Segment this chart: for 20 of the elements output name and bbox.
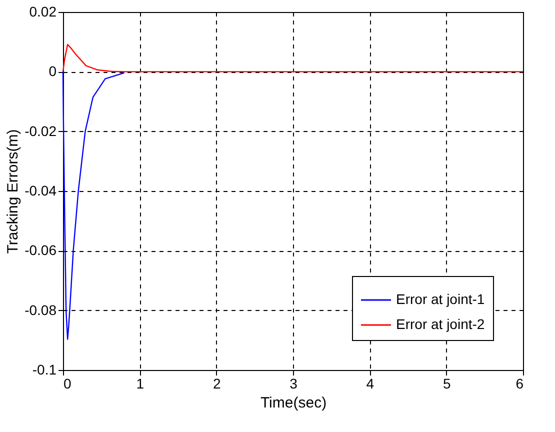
y-tick-label: 0.02 xyxy=(29,4,57,20)
y-axis-title: Tracking Errors(m) xyxy=(4,129,22,254)
x-tick-label: 1 xyxy=(136,376,144,392)
x-tick-label: 4 xyxy=(366,376,374,392)
x-tick-label: 6 xyxy=(516,376,524,392)
x-tick-label: 0 xyxy=(64,376,72,392)
legend-label: Error at joint-1 xyxy=(396,291,485,307)
x-tick-label: 3 xyxy=(290,376,298,392)
y-tick-label: -0.04 xyxy=(24,182,57,198)
y-tick-label: 0 xyxy=(48,63,57,80)
x-tick-label: 2 xyxy=(212,376,221,392)
y-tick-label: -0.1 xyxy=(32,362,57,378)
y-tick-label: -0.02 xyxy=(24,122,57,139)
legend-label: Error at joint-2 xyxy=(396,316,485,332)
x-tick-label: 5 xyxy=(442,376,451,392)
y-tick-label: -0.08 xyxy=(24,302,57,318)
line-series xyxy=(62,71,125,340)
x-axis-title: Time(sec) xyxy=(260,394,327,412)
line-series xyxy=(62,44,524,72)
y-tick-label: -0.06 xyxy=(24,242,57,258)
